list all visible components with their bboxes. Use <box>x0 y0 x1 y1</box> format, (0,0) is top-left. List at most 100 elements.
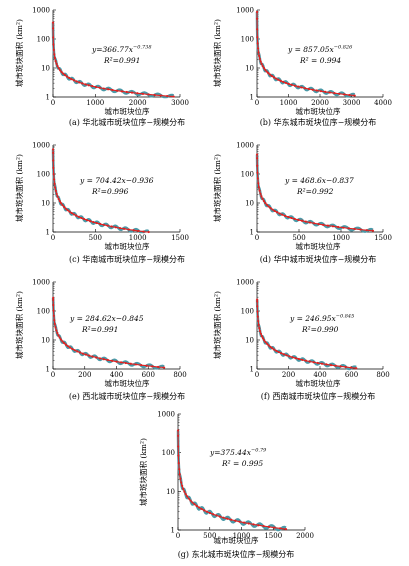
fit-point <box>52 298 55 301</box>
x-axis-label: 城市斑块位序 <box>214 535 259 545</box>
fit-point <box>98 357 101 360</box>
fit-point <box>275 211 279 214</box>
fit-point <box>72 79 75 82</box>
fit-point <box>182 487 185 490</box>
fit-point <box>71 347 74 351</box>
x-tick-label: 600 <box>142 371 155 379</box>
fit-point <box>262 524 265 528</box>
fit-point <box>256 305 259 308</box>
x-tick-label: 400 <box>313 371 326 379</box>
fit-point <box>78 351 82 354</box>
fit-point <box>329 363 333 367</box>
fit-point <box>66 345 70 348</box>
fit-point <box>290 83 293 86</box>
fit-point <box>265 342 269 345</box>
fit-point <box>257 186 260 189</box>
fit-point <box>256 36 259 39</box>
fit-point <box>77 215 80 218</box>
fit-point <box>325 363 328 366</box>
fit-point <box>83 217 86 221</box>
fit-point <box>293 84 296 87</box>
x-tick-label: 4000 <box>374 99 392 107</box>
fit-point <box>256 300 259 303</box>
fit-point <box>355 367 358 370</box>
panel-caption: (e) 西北城市斑块位序−规模分布 <box>69 391 185 401</box>
fit-series <box>177 430 287 530</box>
y-tick-label: 1000 <box>236 7 254 15</box>
chart-panel-c: 1 10 100 1000 0 500 1000 1500 城市斑块位序 城市斑块面积 (km²)… <box>14 142 189 265</box>
fit-point <box>287 215 290 219</box>
fit-point <box>59 338 63 341</box>
fit-point <box>256 310 259 313</box>
fit-point <box>132 229 135 232</box>
x-axis-label: 城市斑块位序 <box>105 378 150 388</box>
fit-point <box>52 303 55 307</box>
fit-point <box>58 336 61 339</box>
fit-point <box>142 230 145 233</box>
fit-point <box>172 95 175 98</box>
fit-point <box>76 350 79 353</box>
fit-point <box>176 429 180 432</box>
fit-point <box>205 510 209 513</box>
fit-r-squared: R²=0.996 <box>91 187 129 196</box>
fit-point <box>157 365 160 369</box>
y-tick-label: 10 <box>41 65 50 73</box>
fit-point <box>57 67 60 70</box>
fit-point <box>264 68 267 71</box>
fit-point <box>153 93 156 97</box>
fit-point <box>344 365 347 369</box>
fit-point <box>291 356 294 359</box>
fit-point <box>262 66 266 70</box>
fit-point <box>342 226 345 229</box>
fit-equation-base: y = 704.42x−0.936 <box>79 176 154 185</box>
y-tick-label: 1000 <box>157 411 175 419</box>
x-axis-label: 城市斑块位序 <box>296 241 341 251</box>
y-tick-label: 100 <box>241 171 254 179</box>
fit-point <box>258 327 261 330</box>
fit-point <box>53 56 57 60</box>
y-axis-label: 城市斑块面积 (km²) <box>138 438 148 506</box>
fit-point <box>140 363 143 367</box>
fit-point <box>102 223 105 226</box>
x-tick-label: 500 <box>89 234 102 242</box>
observed-series <box>176 430 287 532</box>
fit-point <box>277 350 280 354</box>
fit-point <box>75 80 78 83</box>
fit-point <box>55 192 58 195</box>
fit-point <box>267 344 270 347</box>
fit-point <box>272 76 275 79</box>
fit-equation-exponent: −0.79 <box>251 448 267 454</box>
fit-r-squared: R² = 0.994 <box>299 56 341 65</box>
fit-point <box>331 225 335 228</box>
fit-point <box>212 513 215 516</box>
fit-point <box>353 94 356 97</box>
fit-point <box>257 51 260 54</box>
fit-point <box>264 340 267 344</box>
chart-panel-f: 1 10 100 1000 0 200 400 600 800 城市斑块位序 城市斑块面积 (km²… <box>212 279 390 402</box>
y-tick-label: 10 <box>41 337 50 345</box>
y-tick-label: 100 <box>241 36 254 44</box>
fit-point <box>178 473 181 476</box>
fit-point <box>297 218 300 221</box>
fit-point <box>111 88 114 92</box>
fit-point <box>339 365 342 368</box>
fit-point <box>200 507 203 511</box>
fit-point <box>365 229 368 232</box>
fit-point <box>184 492 187 496</box>
panel-caption: (g) 东北城市斑块位序−规模分布 <box>178 549 295 559</box>
fit-point <box>264 201 267 205</box>
fit-point <box>281 213 284 216</box>
fit-point <box>136 92 139 95</box>
fit-point <box>260 334 263 338</box>
fit-markers <box>51 148 150 234</box>
fit-point <box>257 524 260 527</box>
y-tick-label: 1 <box>250 366 254 374</box>
fit-point <box>256 28 259 31</box>
x-tick-label: 200 <box>282 371 295 379</box>
fit-point <box>65 75 69 78</box>
x-tick-label: 0 <box>51 234 55 242</box>
fit-equation-exponent: −0.738 <box>133 45 152 51</box>
fit-point <box>118 226 122 230</box>
fit-point <box>180 481 183 484</box>
observed-series <box>51 297 165 370</box>
